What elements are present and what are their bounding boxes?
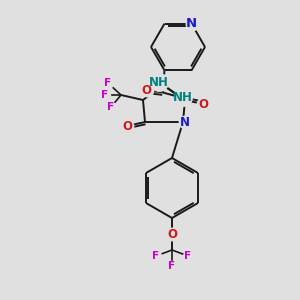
Text: NH: NH — [172, 91, 192, 104]
Text: O: O — [142, 84, 152, 97]
Text: N: N — [186, 17, 197, 30]
Text: O: O — [122, 119, 132, 133]
Text: F: F — [184, 251, 192, 261]
Text: O: O — [167, 227, 177, 241]
Text: N: N — [180, 116, 190, 128]
Text: F: F — [107, 102, 115, 112]
Text: NH: NH — [149, 76, 169, 88]
Text: F: F — [101, 90, 109, 100]
Text: O: O — [198, 98, 208, 110]
Text: F: F — [152, 251, 160, 261]
Text: F: F — [168, 261, 175, 271]
Text: F: F — [104, 78, 112, 88]
